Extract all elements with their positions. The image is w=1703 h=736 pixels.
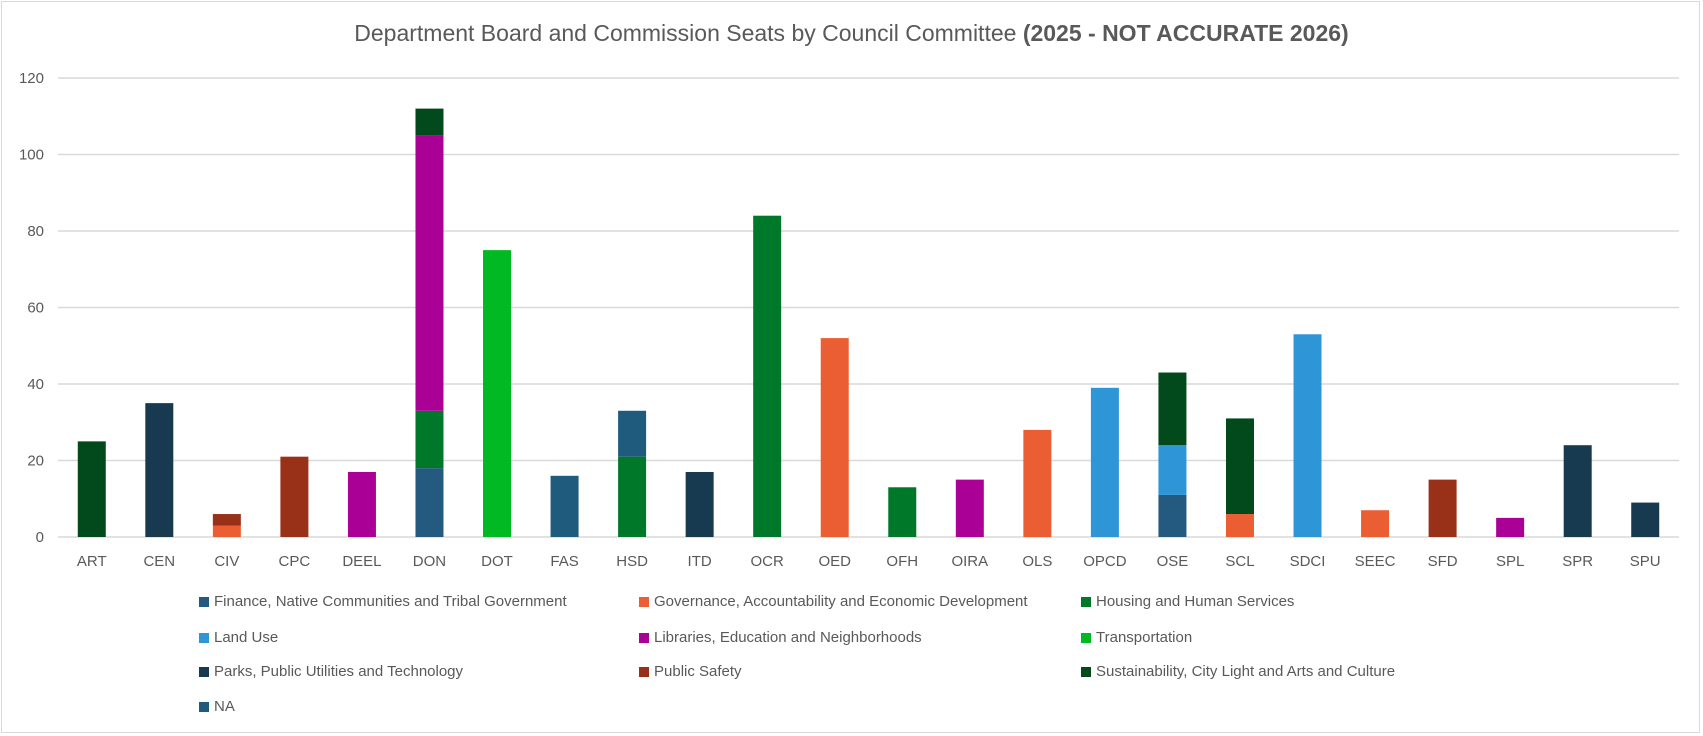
bar-segment-hsd-9 — [618, 410, 647, 457]
legend-item: Sustainability, City Light and Arts and … — [1081, 663, 1395, 680]
legend-item: Transportation — [1081, 629, 1192, 646]
legend-item: Finance, Native Communities and Tribal G… — [199, 593, 567, 610]
legend-swatch — [1081, 632, 1091, 643]
legend-item: Housing and Human Services — [1081, 593, 1294, 610]
bar-segment-seec-1 — [1361, 510, 1390, 537]
y-tick-label: 100 — [19, 147, 44, 164]
x-tick-label: OFH — [886, 553, 918, 570]
y-tick-label: 20 — [27, 453, 44, 470]
bar-segment-don-4 — [415, 135, 444, 411]
bar-segment-spr-6 — [1563, 445, 1592, 537]
bar-segment-ols-1 — [1023, 429, 1052, 537]
legend-swatch — [639, 666, 649, 677]
bar-segment-civ-7 — [212, 514, 241, 526]
bar-segment-sfd-7 — [1428, 479, 1457, 537]
bar-segment-spu-6 — [1631, 502, 1660, 537]
x-tick-label: FAS — [550, 553, 578, 570]
legend-label: Housing and Human Services — [1096, 593, 1295, 610]
bar-segment-don-2 — [415, 410, 444, 469]
bar-segment-oira-4 — [955, 479, 984, 537]
legend-swatch — [1081, 666, 1091, 677]
legend-swatch — [1081, 596, 1091, 607]
legend-label: Transportation — [1096, 629, 1193, 646]
bar-segment-fas-9 — [550, 475, 579, 537]
bar-segment-sdci-3 — [1293, 334, 1322, 537]
legend-item: Land Use — [199, 629, 278, 646]
bar-segment-don-0 — [415, 468, 444, 537]
bar-segment-cpc-7 — [280, 456, 309, 537]
bar-segment-deel-4 — [347, 471, 376, 537]
bar-segment-cen-6 — [145, 403, 174, 537]
x-tick-label: HSD — [616, 553, 648, 570]
x-tick-label: SDCI — [1290, 553, 1326, 570]
chart-title-bold: (2025 - NOT ACCURATE 2026) — [1022, 20, 1349, 46]
bar-segment-hsd-2 — [618, 456, 647, 537]
x-tick-label: ITD — [688, 553, 712, 570]
legend-label: Libraries, Education and Neighborhoods — [654, 629, 922, 646]
legend-item: Parks, Public Utilities and Technology — [199, 663, 463, 680]
y-tick-label: 60 — [27, 300, 44, 317]
x-tick-label: DEEL — [342, 553, 381, 570]
y-tick-label: 80 — [27, 223, 44, 240]
bar-segment-ose-8 — [1158, 372, 1187, 446]
x-tick-label: OCR — [751, 553, 785, 570]
legend-label: Land Use — [214, 629, 279, 646]
x-tick-label: SPR — [1562, 553, 1593, 570]
legend-item: Libraries, Education and Neighborhoods — [639, 629, 922, 646]
bar-segment-itd-6 — [685, 471, 714, 537]
bar-segment-dot-5 — [483, 250, 512, 537]
x-tick-label: SPL — [1496, 553, 1524, 570]
legend-item: Governance, Accountability and Economic … — [639, 593, 1028, 610]
bar-segment-spl-4 — [1496, 517, 1525, 537]
legend-swatch — [199, 596, 209, 607]
x-tick-label: DOT — [481, 553, 513, 570]
legend-label: Parks, Public Utilities and Technology — [214, 663, 464, 680]
legend-swatch — [199, 632, 209, 643]
x-tick-label: SFD — [1428, 553, 1458, 570]
legend-label: Sustainability, City Light and Arts and … — [1096, 663, 1396, 680]
stacked-bar-chart: 0 20 40 60 80 100 120 ART CEN CIV CPC DEEL DON DOT FAS… — [19, 70, 1679, 570]
chart-title-main: Department Board and Commission Seats by… — [354, 20, 1017, 46]
bar-segment-ocr-2 — [753, 215, 782, 537]
bar-segment-art-8 — [77, 441, 106, 537]
chart-title: Department Board and Commission Seats by… — [0, 20, 1703, 47]
legend-item: Public Safety — [639, 663, 742, 680]
x-tick-label: DON — [413, 553, 446, 570]
x-tick-label: SEEC — [1355, 553, 1396, 570]
bar-segment-ofh-2 — [888, 487, 917, 537]
legend-swatch — [639, 596, 649, 607]
legend-swatch — [199, 701, 209, 712]
legend-label: Finance, Native Communities and Tribal G… — [214, 593, 567, 610]
x-tick-label: CEN — [143, 553, 175, 570]
legend-label: Public Safety — [654, 663, 742, 680]
bar-segment-ose-3 — [1158, 445, 1187, 495]
x-tick-label: OIRA — [951, 553, 988, 570]
bar-segment-ose-0 — [1158, 494, 1187, 537]
x-tick-label: SCL — [1225, 553, 1254, 570]
x-tick-label: SPU — [1630, 553, 1661, 570]
x-tick-label: OLS — [1022, 553, 1052, 570]
bar-segment-scl-8 — [1225, 418, 1254, 515]
y-tick-label: 40 — [27, 376, 44, 393]
legend-swatch — [639, 632, 649, 643]
x-tick-label: OPCD — [1083, 553, 1127, 570]
bar-segment-scl-1 — [1225, 514, 1254, 537]
legend-item: NA — [199, 698, 235, 715]
x-tick-label: OED — [818, 553, 851, 570]
legend-label: Governance, Accountability and Economic … — [654, 593, 1028, 610]
legend-swatch — [199, 666, 209, 677]
x-tick-label: ART — [77, 553, 107, 570]
y-tick-label: 120 — [19, 70, 44, 87]
bar-segment-opcd-3 — [1090, 387, 1119, 537]
legend-label: NA — [214, 698, 235, 715]
bar-segment-oed-1 — [820, 338, 849, 537]
x-tick-label: CPC — [279, 553, 311, 570]
x-tick-label: CIV — [214, 553, 239, 570]
x-tick-label: OSE — [1157, 553, 1189, 570]
bar-segment-don-8 — [415, 108, 444, 136]
bar-segment-civ-1 — [212, 525, 241, 537]
y-tick-label: 0 — [36, 529, 44, 546]
